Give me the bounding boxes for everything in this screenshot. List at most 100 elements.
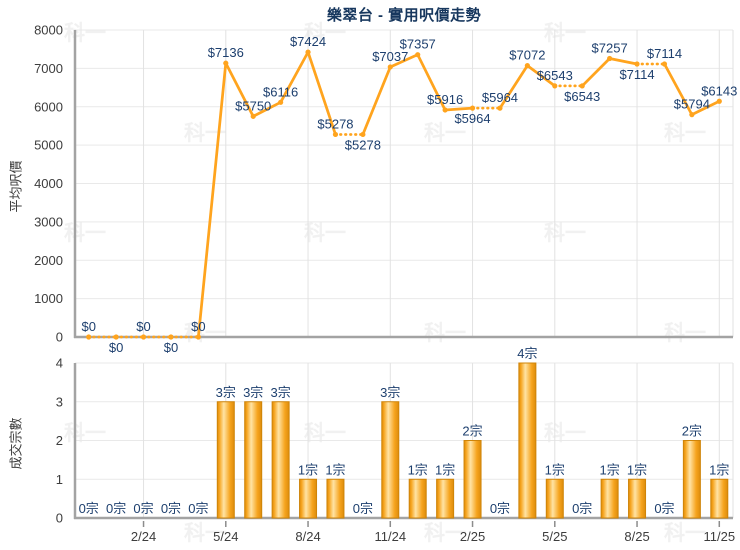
bar [710, 478, 729, 519]
price-point-label: $0 [164, 340, 178, 355]
watermark: 科一 [544, 421, 586, 445]
chart-title: 樂翠台 - 實用呎價走勢 [326, 7, 482, 24]
price-line-segment [388, 53, 420, 69]
price-y-tick-label: 5000 [34, 138, 63, 153]
bar [244, 401, 263, 519]
line-marker [442, 107, 448, 113]
bar [271, 401, 290, 519]
price-y-tick-label: 8000 [34, 23, 63, 38]
bar-label: 0宗 [106, 501, 126, 516]
price-point-label: $5916 [427, 92, 463, 107]
bar [216, 401, 235, 519]
price-y-tick-label: 7000 [34, 61, 63, 76]
x-tick-label: 11/24 [375, 529, 407, 544]
watermark: 科一 [544, 221, 586, 245]
bar [408, 478, 427, 519]
watermark: 科一 [664, 321, 706, 345]
x-tick-label: 2/24 [131, 529, 156, 544]
x-tick-label: 5/25 [542, 529, 567, 544]
line-marker [552, 83, 558, 89]
price-y-tick-label: 6000 [34, 99, 63, 114]
bar-label: 1宗 [298, 462, 318, 477]
price-point-label: $5278 [317, 116, 353, 131]
line-marker [415, 52, 421, 58]
bar-label: 0宗 [353, 501, 373, 516]
bar-label: 2宗 [682, 424, 702, 439]
line-marker [716, 98, 722, 104]
line-marker [332, 131, 339, 138]
bar-label: 1宗 [627, 462, 647, 477]
count-y-tick-label: 1 [56, 472, 63, 487]
line-marker [524, 63, 530, 69]
price-point-label: $0 [81, 319, 95, 334]
bar-label: 3宗 [243, 385, 263, 400]
price-line-segment [197, 61, 228, 339]
price-point-label: $7072 [509, 48, 545, 63]
line-marker [607, 55, 613, 62]
watermark: 科一 [424, 121, 466, 145]
watermark: 科一 [664, 521, 706, 545]
line-marker [497, 105, 503, 111]
bar-label: 0宗 [490, 501, 510, 516]
bar-label: 1宗 [408, 462, 428, 477]
x-tick-label: 5/24 [213, 529, 238, 544]
price-line-segment [416, 53, 447, 112]
price-point-label: $7424 [290, 34, 326, 49]
count-y-tick-label: 3 [56, 394, 63, 409]
x-tick-label: 11/25 [704, 529, 736, 544]
price-line-segment [306, 50, 337, 136]
line-marker [661, 61, 668, 67]
price-line-segment [608, 57, 639, 66]
line-marker [168, 334, 174, 340]
watermark: 科一 [664, 121, 706, 145]
count-y-tick-label: 4 [56, 356, 63, 371]
watermark: 科一 [544, 21, 586, 45]
price-line-segment [580, 57, 611, 88]
price-y-tick-label: 4000 [34, 176, 63, 191]
bar-label: 1宗 [545, 462, 565, 477]
watermark: 科一 [424, 321, 466, 345]
watermark: 科一 [304, 221, 346, 245]
line-marker [140, 334, 147, 340]
line-marker [113, 334, 119, 340]
line-marker [689, 112, 695, 118]
price-point-label: $0 [136, 319, 150, 334]
price-point-label: $5750 [235, 98, 271, 113]
count-axis-title: 成交宗數 [8, 417, 24, 470]
price-point-label: $7136 [208, 45, 244, 60]
bar [381, 401, 400, 519]
x-tick-label: 8/24 [295, 529, 320, 544]
bar [463, 440, 482, 519]
price-line-segment [663, 62, 694, 117]
watermark: 科一 [304, 21, 346, 45]
bar-label: 3宗 [380, 385, 400, 400]
price-line-segment [526, 64, 557, 88]
count-y-tick-label: 2 [56, 433, 63, 448]
price-point-label: $6116 [263, 84, 298, 99]
line-marker [579, 83, 585, 89]
x-tick-label: 8/25 [624, 529, 649, 544]
bar [600, 478, 619, 519]
bar-label: 0宗 [133, 501, 153, 516]
bar-label: 0宗 [79, 501, 99, 516]
line-marker [86, 334, 92, 340]
bar-label: 0宗 [188, 501, 208, 516]
bar-label: 4宗 [517, 346, 537, 361]
price-point-label: $6143 [701, 83, 737, 98]
bar [545, 478, 564, 519]
bar-label: 1宗 [600, 462, 620, 477]
bar-label: 1宗 [435, 462, 455, 477]
bar [682, 440, 701, 519]
bar-label: 1宗 [325, 462, 345, 477]
price-y-tick-label: 0 [56, 330, 63, 345]
line-marker [469, 105, 476, 111]
bar-label: 3宗 [216, 385, 236, 400]
price-line-segment [498, 64, 529, 110]
bar [436, 478, 455, 519]
price-point-label: $5278 [345, 137, 381, 152]
line-marker [360, 131, 366, 138]
price-y-tick-label: 2000 [34, 253, 63, 268]
bar [518, 362, 537, 519]
price-point-label: $5794 [674, 97, 710, 112]
